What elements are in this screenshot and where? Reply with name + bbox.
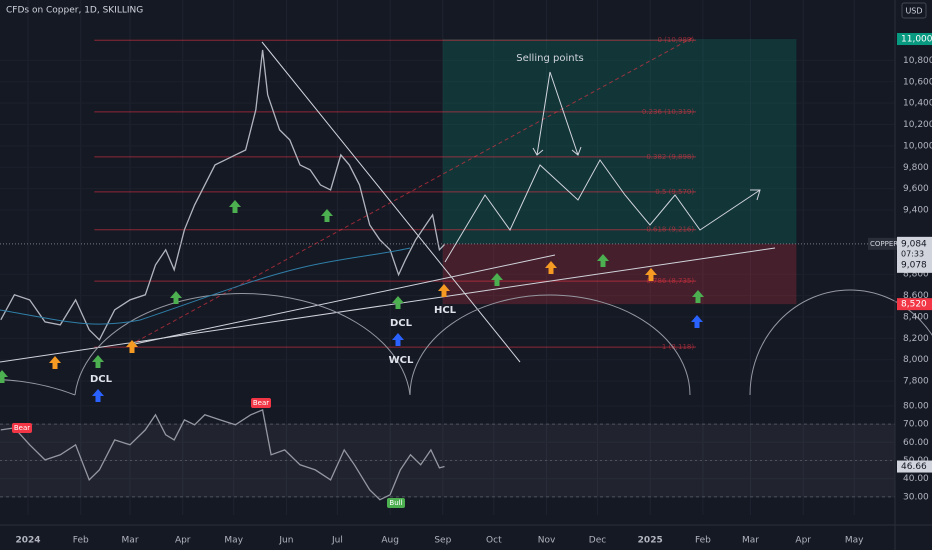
y-tick-label: 8,000: [903, 355, 929, 365]
y-tick-label: 10,600: [903, 77, 932, 87]
x-tick-label: Mar: [742, 536, 759, 546]
y-tick-label: 9,400: [903, 206, 929, 216]
x-tick-label: Jul: [331, 536, 343, 546]
x-tick-label: Feb: [73, 536, 89, 546]
symbol-tag: [868, 237, 897, 250]
plot-layer: 0 (10,989) 0.236 (10,319) 0.382 (9,898) 0.5…: [0, 0, 895, 515]
y-tick-label: 80.00: [903, 401, 929, 411]
x-tick-label: Jun: [278, 536, 293, 546]
moving-average: [0, 247, 411, 325]
stop-label: 8,520: [901, 300, 927, 310]
label-box: [12, 423, 32, 433]
close-price: 9,078: [901, 260, 927, 270]
x-tick-label: Feb: [695, 536, 711, 546]
y-tick-label: 10,400: [903, 99, 932, 109]
annotation: DCL: [390, 318, 413, 329]
x-tick-label: Apr: [175, 536, 191, 546]
fib-label: 0.618 (9,216): [646, 226, 694, 234]
arrow-head: [571, 146, 582, 156]
y-tick-label: 40.00: [903, 474, 929, 484]
fib-label: 1 (8,118): [662, 343, 694, 351]
drawings: [0, 37, 932, 396]
stop-tag: [897, 298, 932, 311]
rsi-last: 46.66: [901, 462, 927, 472]
fib-label: 0.382 (9,898): [646, 153, 694, 161]
selling-arrows: [536, 71, 579, 156]
label-box: [387, 498, 405, 508]
y-tick-label: 10,200: [903, 120, 932, 130]
currency-box[interactable]: [901, 2, 927, 19]
y-tick-label: 30.00: [903, 492, 929, 502]
last-price: 9,084: [901, 239, 927, 249]
x-tick-label: Dec: [589, 536, 606, 546]
x-tick-label: Oct: [486, 536, 502, 546]
y-tick-label: 8,600: [903, 291, 929, 301]
y-tick-label: 7,800: [903, 377, 929, 387]
x-tick-label: Aug: [381, 536, 399, 546]
y-tick-label: 10,000: [903, 141, 932, 151]
symbol: COPPER: [870, 240, 898, 248]
price-tag: [897, 236, 932, 273]
x-tick-label: Apr: [795, 536, 811, 546]
trend-line: [129, 254, 556, 346]
annotation: Selling points: [516, 53, 583, 64]
y-tick-label: 60.00: [903, 438, 929, 448]
y-tick-label: 9,600: [903, 184, 929, 194]
x-tick-label: Nov: [538, 536, 556, 546]
price-line: [0, 408, 445, 501]
rsi-tag: [897, 460, 932, 473]
annotation: WCL: [389, 355, 414, 366]
chart-title: CFDs on Copper, 1D, SKILLING: [6, 6, 143, 16]
fib-label: 0 (10,989): [657, 36, 694, 44]
axis-layer: 2024 Feb Mar Apr May Jun Jul Aug Sep Oct Nov Dec 202…: [16, 33, 932, 546]
cycle-arc: [74, 293, 411, 396]
cycle-arc: [749, 289, 932, 396]
y-tick-label: 10,800: [903, 56, 932, 66]
y-tick-label: 8,200: [903, 334, 929, 344]
x-tick-label: May: [845, 536, 864, 546]
x-tick-label: 2024: [16, 536, 41, 546]
y-tick-label: 8,800: [903, 270, 929, 280]
annotation: Bear: [14, 424, 30, 432]
annotation: Bull: [389, 499, 402, 507]
fib-label: 0.236 (10,319): [642, 108, 694, 116]
currency[interactable]: USD: [905, 7, 922, 16]
x-tick-label: Mar: [122, 536, 139, 546]
arrow-head: [750, 189, 761, 201]
profit-zone: [442, 39, 797, 244]
cycle-arc: [409, 294, 691, 396]
countdown: 07:33: [901, 249, 924, 258]
target-label: 11,000: [901, 35, 932, 45]
target-tag: [897, 33, 932, 46]
x-tick-label: Sep: [434, 536, 451, 546]
annotation: DCL: [90, 374, 113, 385]
annotation: HCL: [434, 305, 457, 316]
x-tick-label: May: [224, 536, 243, 546]
fib-label: 0.5 (9,570): [655, 188, 694, 196]
y-tick-label: 70.00: [903, 420, 929, 430]
y-tick-label: 9,800: [903, 163, 929, 173]
price-line: [0, 49, 445, 341]
arrow-head: [532, 147, 544, 156]
fib-label: 0.786 (8,735): [646, 277, 694, 285]
projection: [444, 159, 761, 263]
trend-line: [0, 247, 776, 363]
x-tick-label: 2025: [638, 536, 663, 546]
cycle-arc: [0, 379, 76, 396]
annotation: Bear: [253, 399, 269, 407]
label-box: [251, 398, 271, 408]
y-tick-label: 8,400: [903, 312, 929, 322]
